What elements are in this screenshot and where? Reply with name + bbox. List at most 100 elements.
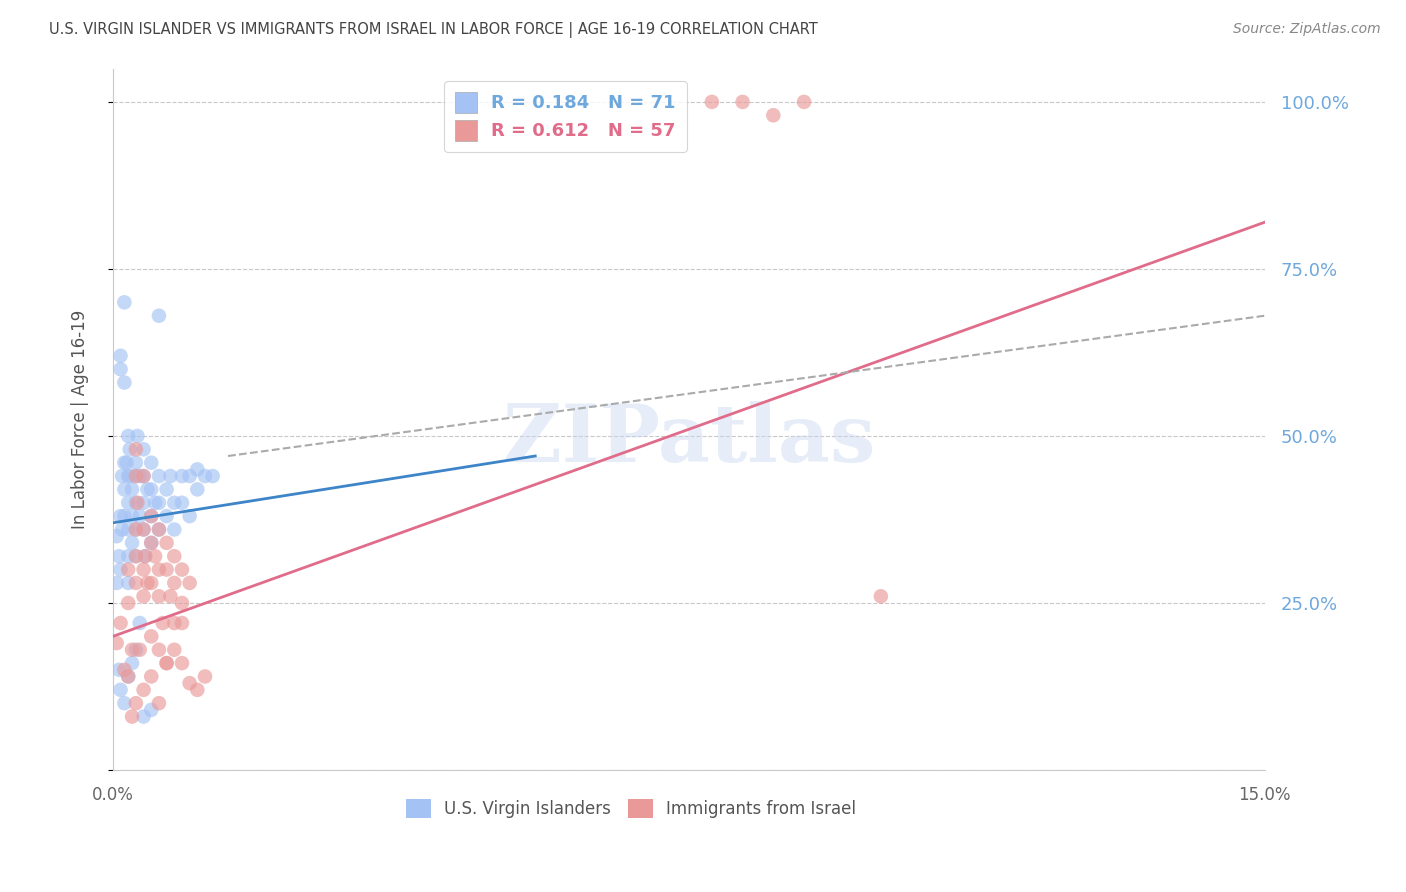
Point [155,483,177,497]
Point [141,703,163,717]
Point [125,549,148,564]
Point [112,376,135,390]
Point [141,536,163,550]
Point [121,709,143,723]
Point [141,509,163,524]
Point [148,496,170,510]
Point [121,642,143,657]
Point [141,483,163,497]
Point [141,576,163,591]
Point [155,509,177,524]
Point [117,429,139,443]
Point [132,589,155,603]
Point [170,469,193,483]
Point [170,496,193,510]
Point [132,469,155,483]
Point [125,469,148,483]
Point [148,523,170,537]
Point [132,563,155,577]
Point [117,669,139,683]
Point [201,469,224,483]
Point [115,456,138,470]
Point [163,576,186,591]
Point [117,469,139,483]
Point [163,615,186,630]
Point [105,576,128,591]
Legend: U.S. Virgin Islanders, Immigrants from Israel: U.S. Virgin Islanders, Immigrants from I… [399,792,863,825]
Point [132,709,155,723]
Point [125,696,148,710]
Text: Source: ZipAtlas.com: Source: ZipAtlas.com [1233,22,1381,37]
Point [194,669,217,683]
Point [134,549,156,564]
Point [141,669,163,683]
Point [110,362,132,376]
Point [179,469,201,483]
Point [132,442,155,457]
Point [793,95,815,109]
Point [110,563,132,577]
Point [110,682,132,697]
Point [125,523,148,537]
Point [125,469,148,483]
Point [125,456,148,470]
Point [136,483,159,497]
Point [125,549,148,564]
Point [117,523,139,537]
Point [148,469,170,483]
Point [762,108,785,122]
Point [155,656,177,670]
Point [105,529,128,543]
Point [869,589,891,603]
Point [125,523,148,537]
Point [186,483,208,497]
Point [179,576,201,591]
Point [125,496,148,510]
Point [105,636,128,650]
Point [125,576,148,591]
Point [112,295,135,310]
Point [128,642,150,657]
Point [148,589,170,603]
Point [163,523,186,537]
Point [179,676,201,690]
Point [731,95,754,109]
Y-axis label: In Labor Force | Age 16-19: In Labor Force | Age 16-19 [72,310,89,529]
Point [170,615,193,630]
Point [112,663,135,677]
Point [163,642,186,657]
Point [118,442,141,457]
Point [132,523,155,537]
Point [148,309,170,323]
Point [148,523,170,537]
Point [186,462,208,476]
Point [155,656,177,670]
Point [194,469,217,483]
Point [179,509,201,524]
Point [108,549,131,564]
Point [127,496,149,510]
Point [141,629,163,643]
Point [121,509,143,524]
Point [117,669,139,683]
Point [141,456,163,470]
Point [128,469,150,483]
Point [110,615,132,630]
Point [148,563,170,577]
Point [121,536,143,550]
Point [125,442,148,457]
Point [152,615,174,630]
Point [132,682,155,697]
Point [186,682,208,697]
Point [117,576,139,591]
Point [121,656,143,670]
Point [111,469,134,483]
Point [143,496,166,510]
Point [132,523,155,537]
Point [112,456,135,470]
Point [170,656,193,670]
Point [155,563,177,577]
Point [132,469,155,483]
Point [112,509,135,524]
Point [163,549,186,564]
